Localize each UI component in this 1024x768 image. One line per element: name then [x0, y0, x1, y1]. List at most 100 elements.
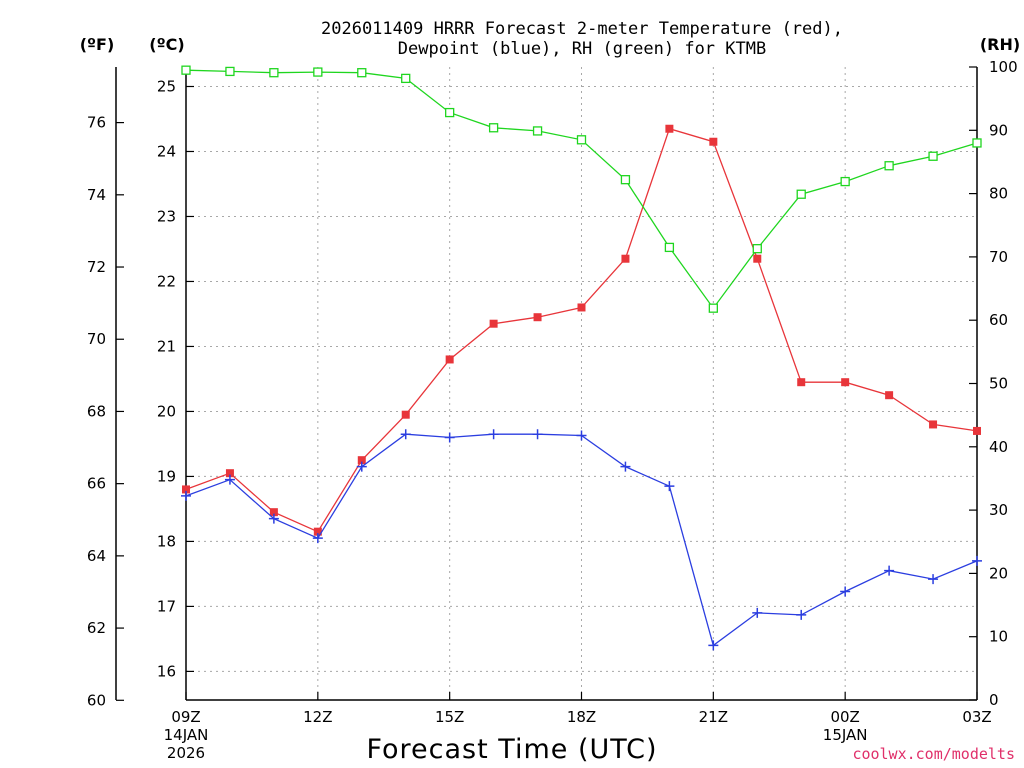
fahrenheit-tick-label: 68: [87, 402, 106, 420]
dewpoint-point: [356, 461, 367, 472]
celsius-tick-label: 17: [157, 597, 176, 615]
x-tick-label: 03Z: [962, 708, 991, 726]
dewpoint-point: [444, 432, 455, 443]
rh-point: [488, 123, 499, 133]
dewpoint-point: [664, 481, 675, 492]
rh-point: [269, 68, 279, 78]
axes: 60 62 64 66 68 70 72 74 76 16 17 18 19 20 21 22 23 24 25 0 1…: [87, 58, 1018, 762]
rh-point: [401, 73, 411, 84]
x-tick-label: 15JAN: [823, 726, 868, 744]
fahrenheit-tick-label: 74: [87, 186, 106, 204]
rh-unit-label: (RH): [980, 35, 1020, 54]
rh-point: [225, 66, 235, 77]
rh-point: [928, 151, 938, 161]
temperature-point: [313, 527, 322, 536]
celsius-tick-label: 22: [157, 272, 176, 290]
dewpoint-point: [224, 474, 235, 485]
celsius-tick-label: 19: [157, 467, 176, 485]
x-tick-label: 18Z: [567, 708, 596, 726]
celsius-tick-label: 21: [157, 337, 176, 355]
temperature-point: [401, 410, 410, 419]
rh-point: [576, 135, 587, 145]
dewpoint-point: [488, 429, 499, 440]
rh-point: [796, 189, 806, 199]
rh-tick-label: 100: [989, 58, 1018, 76]
dewpoint-point: [400, 429, 411, 440]
x-tick-label: 12Z: [303, 708, 332, 726]
rh-point: [620, 175, 631, 185]
fahrenheit-tick-label: 60: [87, 691, 106, 709]
celsius-tick-label: 23: [157, 207, 176, 225]
temperature-point: [885, 391, 894, 400]
dewpoint-point: [312, 533, 323, 544]
dewpoint-point: [620, 461, 631, 472]
dewpoint-point: [268, 513, 279, 524]
dewpoint-point: [708, 640, 719, 651]
rh-point: [445, 107, 455, 118]
chart-title-line1: 2026011409 HRRR Forecast 2-meter Tempera…: [321, 19, 843, 39]
fahrenheit-unit-label: (ºF): [80, 35, 115, 54]
fahrenheit-tick-label: 76: [87, 114, 106, 132]
temperature-point: [621, 254, 630, 263]
temperature-point: [973, 426, 981, 435]
temperature-point: [709, 137, 718, 146]
temperature-point: [269, 508, 278, 517]
rh-tick-label: 60: [989, 311, 1008, 329]
fahrenheit-tick-label: 64: [87, 547, 106, 565]
x-tick-label: 2026: [167, 744, 205, 762]
x-tick-label: 14JAN: [164, 726, 209, 744]
dewpoint-point: [840, 586, 851, 597]
rh-tick-label: 50: [989, 375, 1008, 393]
temperature-point: [797, 378, 806, 387]
dewpoint-point: [972, 555, 982, 566]
rh-tick-label: 80: [989, 185, 1008, 203]
fahrenheit-tick-label: 72: [87, 258, 106, 276]
rh-point: [972, 138, 982, 148]
celsius-unit-label: (ºC): [149, 35, 184, 54]
rh-point: [181, 65, 191, 75]
credit-text: coolwx.com/modelts: [852, 745, 1015, 763]
rh-point: [664, 242, 675, 253]
rh-point: [708, 303, 718, 313]
rh-point: [884, 161, 894, 171]
data-series: [181, 65, 982, 651]
temperature-point: [225, 469, 234, 478]
rh-tick-label: 10: [989, 628, 1008, 646]
dewpoint-point: [928, 574, 939, 585]
fahrenheit-tick-label: 70: [87, 330, 106, 348]
temperature-point: [182, 485, 190, 494]
dewpoint-point: [532, 429, 543, 440]
rh-tick-label: 0: [989, 691, 999, 709]
temperature-point: [357, 456, 366, 465]
x-tick-label: 15Z: [435, 708, 464, 726]
temperature-point: [753, 254, 762, 263]
dewpoint-point: [576, 430, 587, 441]
rh-point: [357, 68, 367, 78]
celsius-tick-label: 20: [157, 402, 176, 420]
rh-point: [752, 244, 762, 254]
celsius-tick-label: 24: [157, 142, 176, 160]
fahrenheit-tick-label: 62: [87, 619, 106, 637]
x-tick-label: 09Z: [171, 708, 200, 726]
dewpoint-point: [181, 490, 191, 501]
rh-point: [313, 67, 323, 77]
rh-tick-label: 40: [989, 438, 1008, 456]
temperature-line: [185, 127, 978, 533]
rh-tick-label: 70: [989, 248, 1008, 266]
rh-point: [840, 176, 850, 187]
temperature-point: [533, 313, 542, 322]
dewpoint-point: [796, 609, 807, 620]
celsius-tick-label: 16: [157, 662, 176, 680]
dewpoint-point: [752, 607, 763, 618]
x-axis-label: Forecast Time (UTC): [366, 734, 657, 765]
rh-tick-label: 30: [989, 501, 1008, 519]
celsius-tick-label: 18: [157, 532, 176, 550]
gridlines: [186, 67, 977, 700]
celsius-tick-label: 25: [157, 77, 176, 95]
rh-tick-label: 20: [989, 564, 1008, 582]
temperature-point: [665, 124, 674, 133]
fahrenheit-tick-label: 66: [87, 475, 106, 493]
temperature-point: [445, 355, 454, 364]
temperature-point: [577, 303, 586, 312]
